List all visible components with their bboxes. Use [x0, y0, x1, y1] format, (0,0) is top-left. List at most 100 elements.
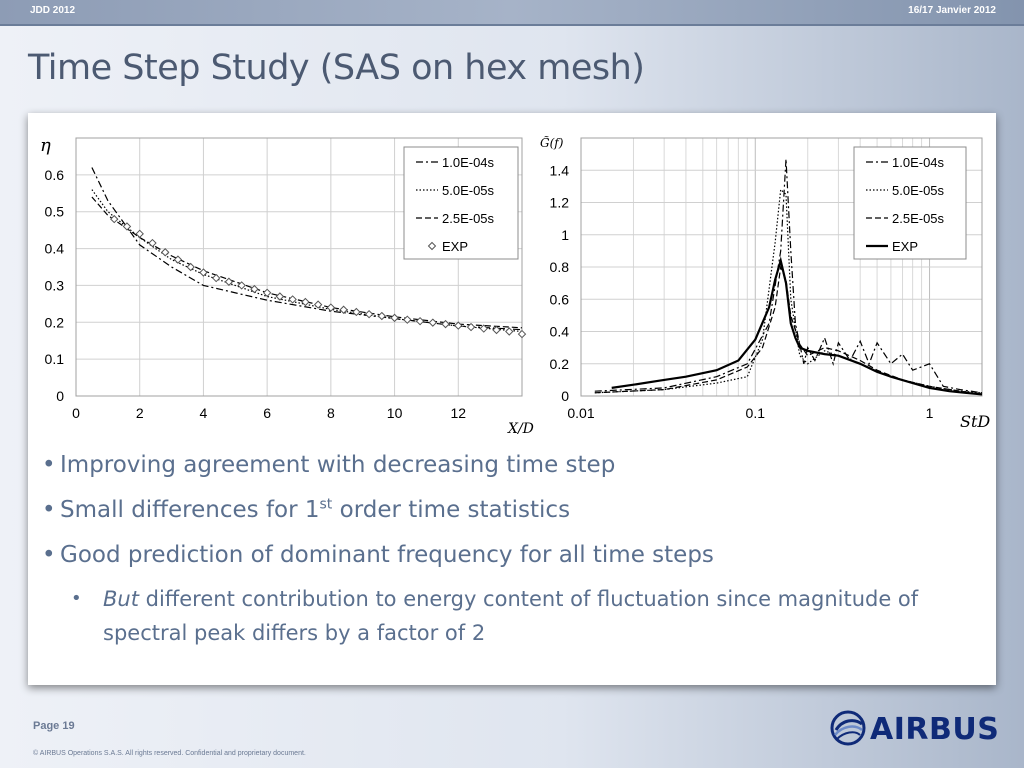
y-tick-label: 0.8 — [550, 259, 570, 275]
y-tick-label: 1.4 — [550, 162, 570, 178]
data-point-exp — [479, 324, 488, 333]
y-tick-label: 1 — [561, 227, 569, 243]
data-point-exp — [377, 311, 387, 321]
chart-eta-vs-xd: 0 0.1 0.2 0.3 0.4 0.5 0.6 0 2 4 6 8 10 12 η X/D 1.0E-04s… — [28, 123, 538, 448]
bullet-dot: • — [42, 452, 56, 478]
data-point-exp — [403, 315, 412, 324]
data-point-exp — [326, 303, 336, 312]
data-point-exp — [466, 322, 476, 332]
plot-frame — [580, 137, 983, 397]
x-tick-label: 0.01 — [567, 405, 594, 421]
content-panel: 0 0.1 0.2 0.3 0.4 0.5 0.6 0 2 4 6 8 10 12 η X/D 1.0E-04s… — [28, 113, 996, 685]
bullet-text: order time statistics — [332, 497, 571, 523]
x-tick-label: 4 — [200, 405, 208, 421]
legend-marker — [427, 241, 437, 251]
y-tick-label: 0 — [561, 388, 569, 404]
header-date: 16/17 Janvier 2012 — [908, 5, 996, 16]
data-point-exp — [288, 295, 297, 304]
legend-label: 2.5E-05s — [892, 211, 945, 226]
bullet-dot: • — [42, 542, 56, 568]
y-tick-label: 0.4 — [45, 241, 65, 257]
bullet-item: • Good prediction of dominant frequency … — [42, 541, 982, 569]
y-tick-label: 1.2 — [550, 195, 570, 211]
legend-box — [853, 146, 967, 260]
sub-bullet-text: different contribution to energy content… — [103, 587, 919, 645]
data-point-exp — [173, 255, 183, 264]
data-point-exp — [492, 325, 501, 335]
x-axis-label: X/D — [507, 421, 534, 437]
x-tick-label: 12 — [450, 405, 466, 421]
data-point-exp — [505, 327, 514, 336]
bullet-dot: • — [71, 588, 82, 609]
header-bar: JDD 2012 16/17 Janvier 2012 — [0, 0, 1024, 26]
x-tick-label: 6 — [263, 405, 271, 421]
y-tick-label: 0.2 — [45, 314, 65, 330]
header-event: JDD 2012 — [30, 5, 76, 16]
legend-label: 2.5E-05s — [442, 211, 495, 226]
data-point-exp — [160, 248, 170, 257]
airbus-wordmark: AIRBUS — [870, 712, 1000, 747]
bullet-dot: • — [42, 497, 56, 523]
data-point-exp — [313, 300, 323, 309]
data-point-exp — [148, 238, 157, 248]
x-tick-label: 0.1 — [746, 405, 766, 421]
bullet-superscript: st — [319, 496, 333, 513]
legend-label: 1.0E-04s — [892, 155, 945, 170]
copyright-notice: © AIRBUS Operations S.A.S. All rights re… — [33, 750, 306, 757]
data-point-exp — [135, 229, 144, 239]
sub-bullet-item: • But different contribution to energy c… — [71, 582, 982, 650]
x-axis-label: StD — [960, 412, 990, 431]
y-tick-label: 0.2 — [550, 356, 570, 372]
x-tick-label: 8 — [327, 405, 335, 421]
data-point-exp — [199, 268, 208, 277]
y-tick-label: 0.1 — [45, 351, 65, 367]
legend-label: 5.0E-05s — [892, 183, 945, 198]
data-point-exp — [441, 319, 450, 329]
y-axis-label: G̃(f) — [540, 135, 564, 150]
sub-bullet-emphasis: But — [103, 587, 139, 611]
x-tick-label: 10 — [387, 405, 403, 421]
data-point-exp — [428, 318, 438, 327]
data-point-exp — [390, 313, 399, 323]
legend-label: 1.0E-04s — [442, 155, 495, 170]
data-point-exp — [122, 222, 132, 231]
series-line — [91, 196, 523, 329]
slide-title: Time Step Study (SAS on hex mesh) — [28, 48, 645, 88]
page-number: Page 19 — [33, 720, 75, 732]
y-tick-label: 0.3 — [45, 277, 65, 293]
data-point-exp — [517, 329, 527, 339]
bullet-text: Good prediction of dominant frequency fo… — [60, 542, 714, 568]
data-point-exp — [262, 288, 272, 298]
x-tick-label: 0 — [72, 405, 80, 421]
data-point-exp — [415, 316, 425, 326]
legend-box — [403, 146, 519, 260]
x-tick-label: 1 — [926, 405, 934, 421]
y-tick-label: 0.5 — [45, 204, 65, 220]
plot-frame — [75, 137, 523, 397]
chart-spectrum: 0 0.2 0.4 0.6 0.8 1 1.2 1.4 0.01 0.1 1 G̃(f) StD 1.0E… — [536, 123, 992, 448]
data-point-exp — [211, 273, 221, 283]
chart-left-svg: 0 0.1 0.2 0.3 0.4 0.5 0.6 0 2 4 6 8 10 12 η X/D 1.0E-04s… — [40, 135, 534, 437]
data-point-exp — [301, 297, 310, 307]
data-point-exp — [250, 284, 259, 294]
y-tick-label: 0.6 — [45, 167, 65, 183]
data-point-exp — [275, 292, 285, 301]
data-point-exp — [339, 305, 348, 314]
bullet-text: Small differences for 1 — [60, 497, 320, 523]
y-axis-label: η — [40, 135, 51, 156]
series-line — [594, 158, 983, 394]
series-line — [594, 264, 983, 395]
series-line — [91, 189, 523, 333]
data-point-exp — [364, 309, 374, 319]
chart-right-svg: 0 0.2 0.4 0.6 0.8 1 1.2 1.4 0.01 0.1 1 G̃(f) StD 1.0E… — [540, 135, 990, 431]
y-tick-label: 0.4 — [550, 324, 570, 340]
x-tick-label: 2 — [136, 405, 144, 421]
data-point-exp — [237, 281, 246, 290]
data-point-exp — [186, 262, 195, 272]
bullet-text: Improving agreement with decreasing time… — [60, 452, 616, 478]
legend-label: 5.0E-05s — [442, 183, 495, 198]
data-point-exp — [110, 214, 119, 224]
y-tick-label: 0 — [56, 388, 64, 404]
airbus-logo: AIRBUS — [828, 708, 1000, 748]
airbus-swirl-icon — [830, 710, 866, 746]
